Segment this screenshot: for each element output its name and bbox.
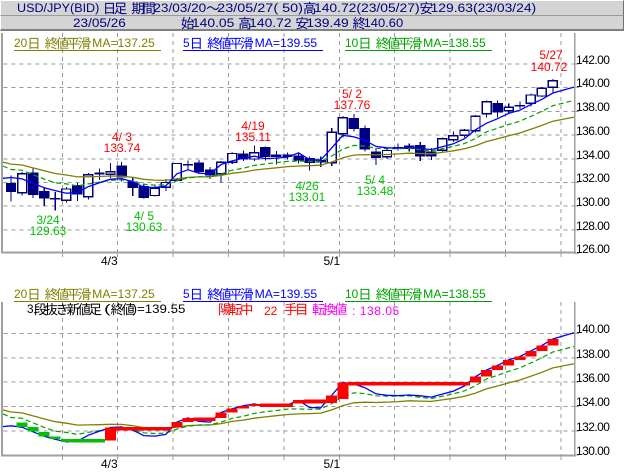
svg-text:20: 20 (14, 287, 28, 301)
svg-text:23/03/20: 23/03/20 (153, 1, 206, 15)
svg-text:USD/JPY(BID): USD/JPY(BID) (17, 1, 103, 15)
svg-text:23/05/27( 50): 23/05/27( 50) (217, 1, 303, 15)
svg-text:MA=138.55: MA=138.55 (420, 287, 486, 301)
svg-text:)=139.55: )=139.55 (133, 302, 186, 316)
svg-text:10: 10 (345, 287, 359, 301)
svg-text:MA=137.25: MA=137.25 (89, 287, 155, 301)
svg-text:MA=137.25: MA=137.25 (89, 36, 155, 50)
svg-text:140.05: 140.05 (192, 16, 238, 30)
svg-text:140.60: 140.60 (364, 16, 404, 30)
svg-text:10: 10 (345, 36, 359, 50)
svg-text:5: 5 (183, 36, 190, 50)
svg-text:MA=138.55: MA=138.55 (420, 36, 486, 50)
svg-text:23/05/26: 23/05/26 (73, 16, 126, 30)
svg-text:140.72(23/05/27): 140.72(23/05/27) (314, 1, 420, 15)
svg-text:140.72: 140.72 (249, 16, 295, 30)
svg-text:MA=139.55: MA=139.55 (251, 287, 317, 301)
svg-text:(: ( (104, 302, 111, 316)
svg-text:5: 5 (183, 287, 190, 301)
svg-text:20: 20 (14, 36, 28, 50)
svg-text:MA=139.55: MA=139.55 (251, 36, 317, 50)
svg-text:129.63(23/03/24): 129.63(23/03/24) (431, 1, 537, 15)
svg-text:139.49: 139.49 (306, 16, 352, 30)
svg-text:3: 3 (27, 302, 34, 316)
